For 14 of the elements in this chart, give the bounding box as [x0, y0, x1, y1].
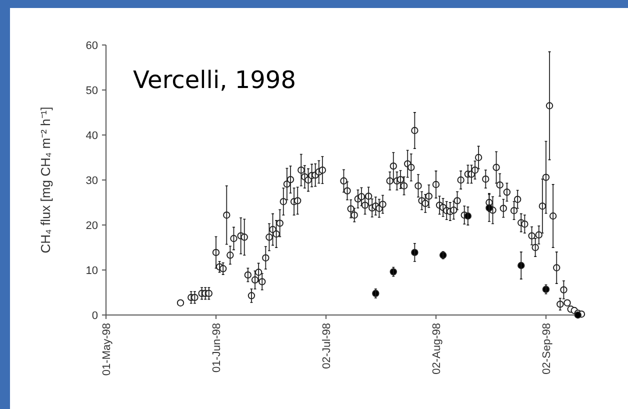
x-tick-label: 01-Jun-98: [210, 323, 223, 373]
x-tick-label: 02-Jul-98: [320, 323, 333, 369]
y-tick-label: 50: [86, 84, 98, 97]
y-tick-label: 40: [86, 130, 98, 142]
y-axis-title: CH₄ flux [mg CH₄ m⁻² h⁻¹]: [38, 106, 53, 254]
y-tick-label: 30: [86, 174, 98, 187]
x-tick-label: 01-May-98: [100, 323, 113, 376]
x-tick-label: 02-Sep-98: [540, 323, 553, 374]
y-tick-label: 60: [86, 40, 98, 52]
x-tick-label: 02-Aug-98: [430, 323, 443, 374]
y-tick-label: 20: [86, 220, 98, 232]
text: Vercelli, 1998: [133, 66, 296, 94]
y-tick-label: 10: [86, 264, 98, 277]
y-tick-label: 0: [92, 310, 98, 322]
